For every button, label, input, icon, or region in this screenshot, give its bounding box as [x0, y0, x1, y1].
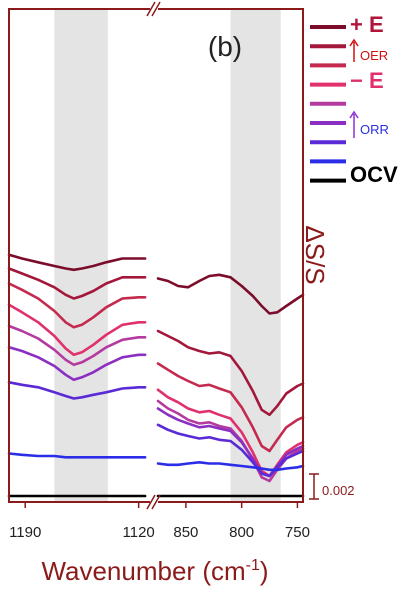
series-2-left-line	[7, 282, 147, 329]
legend-oer-arrowhead	[349, 38, 359, 47]
series-4-left-line	[7, 324, 147, 367]
x-axis-label-close: )	[260, 556, 269, 586]
shaded-regions	[54, 10, 281, 501]
scale-bar: 0.002	[309, 473, 355, 500]
series-6-right-line	[156, 423, 305, 478]
series-0-right-line	[156, 273, 305, 315]
x-tick-label-1190: 1190	[9, 524, 41, 541]
legend-oer-label: OER	[360, 48, 388, 63]
break-gap-bottom	[150, 497, 158, 507]
x-tick-label-800: 800	[229, 524, 254, 541]
axis-break-marks	[146, 1, 161, 510]
series-3-left-line	[7, 303, 147, 357]
x-axis-label-superscript: -1	[246, 557, 260, 574]
series-5-right-line	[156, 407, 305, 478]
legend-ocv-label: OCV	[350, 162, 398, 187]
series-5-left-line	[7, 346, 147, 382]
y-axis-label: ΔS/S	[300, 225, 330, 284]
legend: + E OER − E ORR OCV	[310, 12, 398, 187]
series-2-right-line	[156, 362, 305, 453]
legend-orr-label: ORR	[360, 122, 389, 137]
legend-orr-arrowhead	[349, 110, 359, 119]
shaded-region-0	[54, 10, 108, 501]
legend-minus-e-label: − E	[350, 68, 384, 93]
break-slash-top-1	[151, 1, 161, 17]
break-slash-bottom-0	[146, 494, 156, 510]
break-slash-bottom-1	[151, 494, 161, 510]
x-tick-label-850: 850	[173, 524, 198, 541]
break-gap-top	[150, 4, 158, 14]
break-slash-top-0	[146, 1, 156, 17]
x-axis-label-main: Wavenumber (cm	[41, 556, 245, 586]
series-7-left-line	[7, 452, 147, 459]
series-1-right-line	[156, 329, 305, 417]
shaded-region-1	[230, 10, 281, 501]
x-ticks: 1190 1120 850 800 750	[9, 502, 310, 541]
x-tick-label-1120: 1120	[123, 524, 155, 541]
x-tick-label-750: 750	[285, 524, 310, 541]
legend-plus-e-label: + E	[350, 12, 384, 37]
series-6-left-line	[7, 381, 147, 400]
series-layer	[7, 253, 305, 498]
series-7-right-line	[156, 461, 305, 472]
x-axis-label: Wavenumber (cm-1)	[41, 556, 268, 586]
series-0-left-line	[7, 253, 147, 272]
series-1-left-line	[7, 267, 147, 300]
scale-bar-label: 0.002	[322, 483, 355, 498]
panel-label: (b)	[208, 31, 242, 62]
